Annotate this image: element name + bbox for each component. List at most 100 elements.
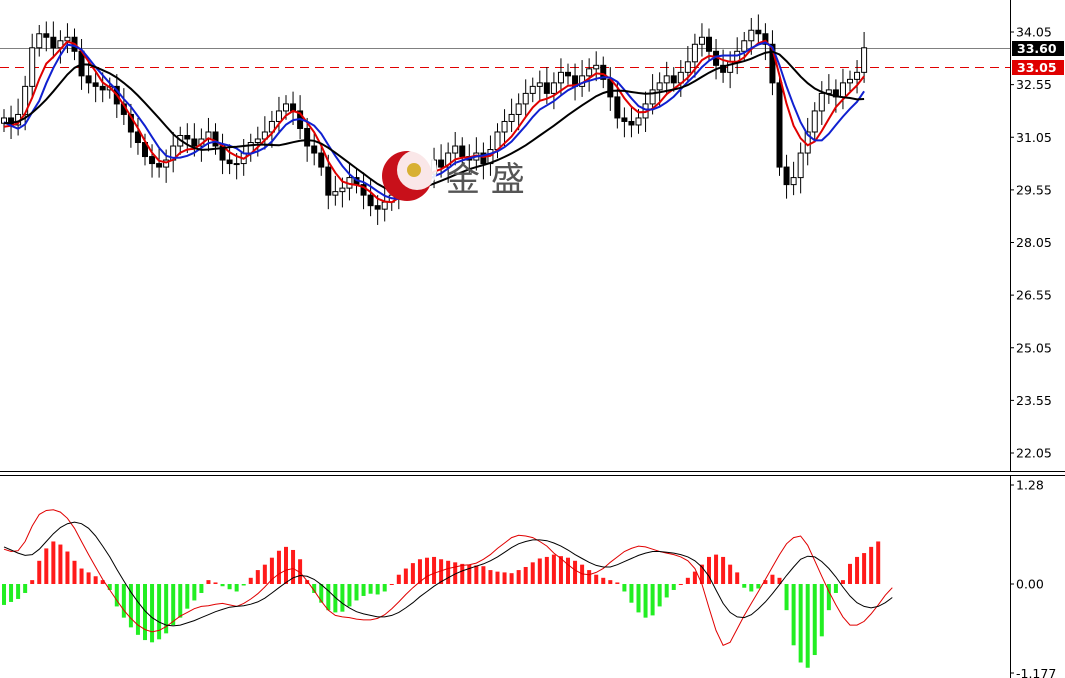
histogram-bar xyxy=(107,584,112,590)
price-tick-label: 26.55 xyxy=(1016,288,1052,303)
histogram-bar xyxy=(234,584,239,592)
candle xyxy=(50,21,57,59)
candle-body xyxy=(706,36,712,52)
candle-body xyxy=(304,127,311,147)
indicator-tick-label: -1.177 xyxy=(1016,666,1056,678)
candle-body xyxy=(43,33,50,38)
candle-body xyxy=(586,68,593,77)
histogram-bar xyxy=(375,584,380,595)
candle xyxy=(628,107,635,138)
histogram-bar xyxy=(432,556,437,584)
histogram-bar xyxy=(862,553,867,584)
histogram-bar xyxy=(410,563,415,584)
watermark-logo: 金 盛 xyxy=(382,150,525,201)
candle xyxy=(275,96,282,134)
price-tick-label: 29.55 xyxy=(1016,182,1052,197)
candle-body xyxy=(332,191,339,196)
histogram-bar xyxy=(326,584,331,611)
candle-body xyxy=(381,201,388,210)
histogram-bar xyxy=(502,572,507,584)
histogram-bar xyxy=(692,571,697,584)
candle xyxy=(515,93,522,131)
candle xyxy=(445,142,452,183)
signal-line-black xyxy=(3,521,893,627)
candle-body xyxy=(543,82,550,94)
candle-body xyxy=(50,36,57,49)
candle xyxy=(318,144,325,176)
candle-body xyxy=(529,85,536,94)
histogram-bar xyxy=(23,584,28,593)
candle-body xyxy=(92,82,99,87)
histogram-bar xyxy=(86,572,91,584)
histogram-bar xyxy=(587,570,592,584)
histogram-bar xyxy=(544,556,549,584)
candle xyxy=(818,81,825,125)
histogram-bar xyxy=(354,584,359,601)
signal-line-red xyxy=(3,509,893,646)
histogram-bar xyxy=(220,584,225,587)
candle-body xyxy=(600,64,607,80)
histogram-bar xyxy=(622,584,627,592)
histogram-bar xyxy=(269,557,274,584)
candle-body xyxy=(790,177,797,186)
candle-body xyxy=(515,103,522,115)
candle xyxy=(550,72,557,110)
histogram-bar xyxy=(135,584,140,635)
candle-body xyxy=(134,131,141,144)
histogram-bar xyxy=(361,584,366,596)
histogram-bar xyxy=(657,584,662,607)
histogram-bar xyxy=(707,556,711,584)
histogram-bar xyxy=(643,584,648,618)
candle xyxy=(741,32,748,61)
histogram-bar xyxy=(770,574,775,584)
histogram-bar xyxy=(516,570,521,584)
histogram-bar xyxy=(763,580,768,584)
histogram-bar xyxy=(284,546,288,584)
histogram-bar xyxy=(51,541,56,584)
candle xyxy=(501,109,508,147)
candle-body xyxy=(99,85,106,91)
price-tick-label: 28.05 xyxy=(1016,235,1052,250)
candle xyxy=(522,79,529,117)
histogram-bar xyxy=(425,557,429,584)
candle xyxy=(776,74,783,176)
candle-body xyxy=(212,131,219,147)
candle-body xyxy=(36,33,43,49)
indicator-signal-lines xyxy=(3,509,893,646)
histogram-bar xyxy=(558,556,563,584)
histogram-bar xyxy=(848,563,852,584)
histogram-bar xyxy=(114,584,119,607)
candle-body xyxy=(649,89,656,105)
histogram-bar xyxy=(37,560,42,584)
histogram-bar xyxy=(417,559,422,584)
histogram-bar xyxy=(241,584,246,586)
histogram-bar xyxy=(756,584,761,589)
histogram-bar xyxy=(276,550,281,584)
candle-body xyxy=(233,163,240,166)
histogram-bar xyxy=(396,574,401,584)
histogram-bar xyxy=(594,574,599,584)
histogram-bar xyxy=(206,580,211,584)
histogram-bar xyxy=(171,584,176,626)
histogram-bar xyxy=(157,584,162,640)
candle-body xyxy=(621,117,628,122)
candle-body xyxy=(501,120,508,133)
candle-body xyxy=(459,145,466,158)
histogram-bar xyxy=(262,564,267,584)
histogram-bar xyxy=(255,570,260,584)
histogram-bar xyxy=(699,564,704,584)
candle xyxy=(325,154,332,210)
current-price-badge: 33.60 xyxy=(1012,41,1064,56)
indicator-tick-label: 0.00 xyxy=(1016,577,1044,592)
histogram-bar xyxy=(143,584,147,641)
histogram-bar xyxy=(403,568,408,584)
candle xyxy=(184,123,191,154)
candle-body xyxy=(762,33,769,45)
current-price-label: 33.60 xyxy=(1017,41,1057,56)
histogram-bar xyxy=(664,584,669,598)
candle-body xyxy=(325,166,332,196)
candle-body xyxy=(748,29,755,42)
candle-body xyxy=(226,159,233,165)
histogram-bar xyxy=(93,576,98,584)
